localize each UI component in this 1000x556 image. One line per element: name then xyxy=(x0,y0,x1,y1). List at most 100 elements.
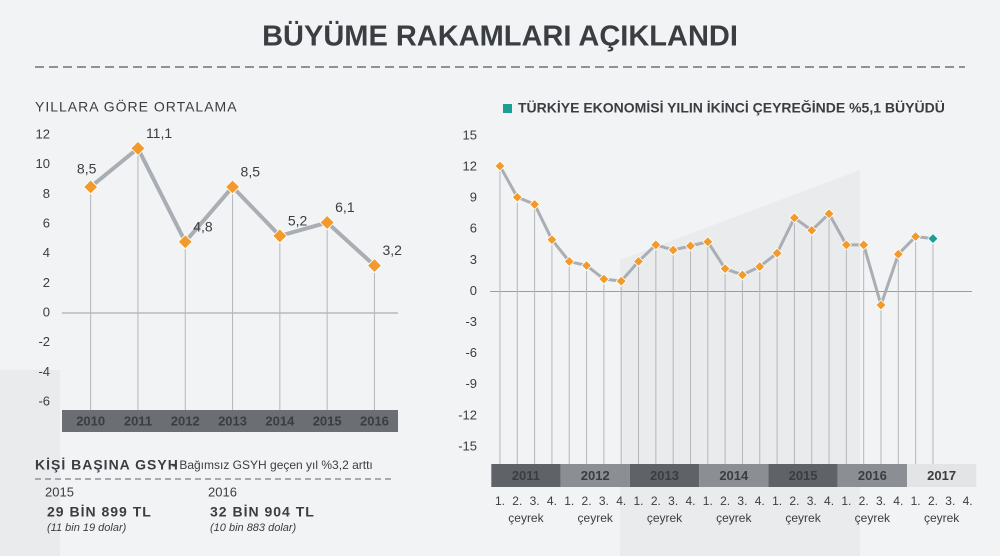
point-marker xyxy=(823,208,835,220)
x-tick-label: 2010 xyxy=(76,413,105,428)
x-tick-label: 2. xyxy=(859,494,869,508)
x-tick-label: 2. xyxy=(720,494,730,508)
y-tick-label: 12 xyxy=(36,126,50,141)
point-marker xyxy=(650,239,662,251)
y-tick-label: 6 xyxy=(470,221,477,236)
x-tick-label: 4. xyxy=(547,494,557,508)
group-label: 2012 xyxy=(581,468,610,483)
group-sublabel: çeyrek xyxy=(647,511,683,525)
x-tick-label: 3. xyxy=(807,494,817,508)
x-tick-label: 2. xyxy=(651,494,661,508)
y-tick-label: 9 xyxy=(470,190,477,205)
x-tick-label: 2011 xyxy=(124,413,152,428)
group-band xyxy=(491,464,561,487)
y-tick-label: -2 xyxy=(38,334,50,349)
y-tick-label: 8 xyxy=(43,186,50,201)
point-marker xyxy=(736,269,749,281)
gsyh-title: KİŞİ BAŞINA GSYH xyxy=(35,457,179,473)
x-tick-label: 1. xyxy=(495,494,505,508)
point-marker xyxy=(615,275,627,287)
group-label: 2011 xyxy=(512,468,540,483)
page-title: BÜYÜME RAKAMLARI AÇIKLANDI xyxy=(262,20,738,53)
point-marker xyxy=(366,257,383,274)
point-marker xyxy=(130,140,146,156)
group-sublabel: çeyrek xyxy=(855,511,891,525)
x-tick-label: 4. xyxy=(963,494,973,508)
value-label: 8,5 xyxy=(77,161,97,177)
gsyh-value: 32 BİN 904 TL xyxy=(210,504,315,520)
gsyh-note: (10 bin 883 dolar) xyxy=(210,522,297,534)
point-marker xyxy=(598,273,610,285)
point-marker xyxy=(806,224,818,236)
point-marker xyxy=(224,179,241,195)
x-tick-label: 4. xyxy=(755,494,765,508)
group-band xyxy=(906,464,977,487)
y-tick-label: 10 xyxy=(36,156,50,171)
y-tick-label: 6 xyxy=(43,215,50,230)
point-marker xyxy=(580,260,593,272)
x-tick-label: 1. xyxy=(703,494,713,508)
y-tick-label: 0 xyxy=(43,304,50,319)
group-sublabel: çeyrek xyxy=(716,511,752,525)
x-tick-label: 3. xyxy=(876,494,886,508)
point-marker xyxy=(529,198,541,210)
gsyh-subtitle: - Bağımsız GSYH geçen yıl %3,2 arttı xyxy=(172,458,373,472)
y-tick-label: -4 xyxy=(38,364,50,379)
x-tick-label: 4. xyxy=(824,494,834,508)
x-tick-label: 1. xyxy=(911,494,921,508)
chart-title: TÜRKİYE EKONOMİSİ YILIN İKİNCİ ÇEYREĞİND… xyxy=(518,99,945,116)
group-sublabel: çeyrek xyxy=(785,511,821,525)
group-band xyxy=(837,464,907,487)
point-marker xyxy=(840,239,852,251)
chart-title: YILLARA GÖRE ORTALAMA xyxy=(35,98,238,115)
point-marker xyxy=(702,236,714,248)
x-tick-label: 4. xyxy=(893,494,903,508)
x-tick-label: 2013 xyxy=(218,413,247,428)
x-tick-label: 3. xyxy=(530,494,540,508)
gsyh-note: (11 bin 19 dolar) xyxy=(47,522,127,534)
decor xyxy=(620,170,860,556)
point-marker xyxy=(319,214,335,231)
point-marker xyxy=(910,230,922,243)
group-band xyxy=(560,464,630,487)
group-sublabel: çeyrek xyxy=(508,511,544,525)
y-tick-label: -6 xyxy=(465,345,477,360)
category-band xyxy=(62,410,398,432)
y-tick-label: 4 xyxy=(43,245,50,260)
point-marker xyxy=(632,255,645,268)
group-band xyxy=(768,464,838,487)
y-tick-label: -12 xyxy=(458,407,477,422)
group-label: 2016 xyxy=(858,468,887,483)
y-tick-label: 12 xyxy=(463,159,477,174)
y-tick-label: 15 xyxy=(463,127,477,142)
point-marker xyxy=(788,212,800,224)
group-label: 2013 xyxy=(650,468,679,483)
value-label: 11,1 xyxy=(146,125,172,141)
gsyh-value: 29 BİN 899 TL xyxy=(47,504,152,520)
point-marker xyxy=(892,248,904,260)
point-marker xyxy=(494,160,506,172)
group-sublabel: çeyrek xyxy=(578,511,614,525)
group-label: 2015 xyxy=(789,468,818,483)
point-marker xyxy=(546,234,558,246)
y-tick-label: 2 xyxy=(43,275,50,290)
decor xyxy=(0,370,60,556)
point-marker xyxy=(177,234,193,250)
point-marker xyxy=(667,244,679,256)
point-marker xyxy=(875,299,887,311)
x-tick-label: 3. xyxy=(599,494,609,508)
x-tick-label: 2014 xyxy=(265,413,295,428)
point-marker xyxy=(927,233,939,245)
point-marker xyxy=(511,191,523,203)
x-tick-label: 2. xyxy=(789,494,799,508)
gsyh-year: 2016 xyxy=(208,484,237,499)
point-marker xyxy=(858,239,870,251)
x-tick-label: 3. xyxy=(945,494,955,508)
y-tick-label: 0 xyxy=(470,283,477,298)
x-tick-label: 1. xyxy=(772,494,782,508)
point-marker xyxy=(272,228,288,244)
value-label: 3,2 xyxy=(382,242,402,258)
x-tick-label: 1. xyxy=(564,494,574,508)
